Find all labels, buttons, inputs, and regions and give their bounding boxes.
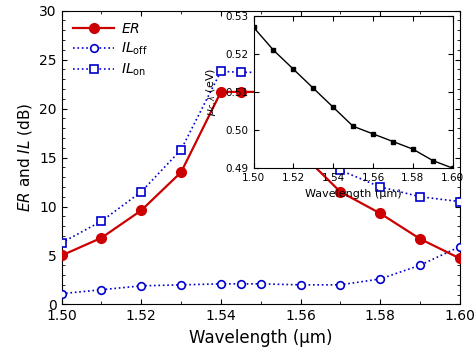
Y-axis label: $\mu_{c,\lambda}$ (eV): $\mu_{c,\lambda}$ (eV) [205, 68, 220, 116]
Legend: $ER$, $IL_{\rm off}$, $IL_{\rm on}$: $ER$, $IL_{\rm off}$, $IL_{\rm on}$ [69, 18, 152, 82]
X-axis label: Wavelength (μm): Wavelength (μm) [189, 329, 332, 347]
Y-axis label: $ER$ and $IL$ (dB): $ER$ and $IL$ (dB) [16, 103, 34, 212]
X-axis label: Wavelength (μm): Wavelength (μm) [305, 189, 401, 199]
